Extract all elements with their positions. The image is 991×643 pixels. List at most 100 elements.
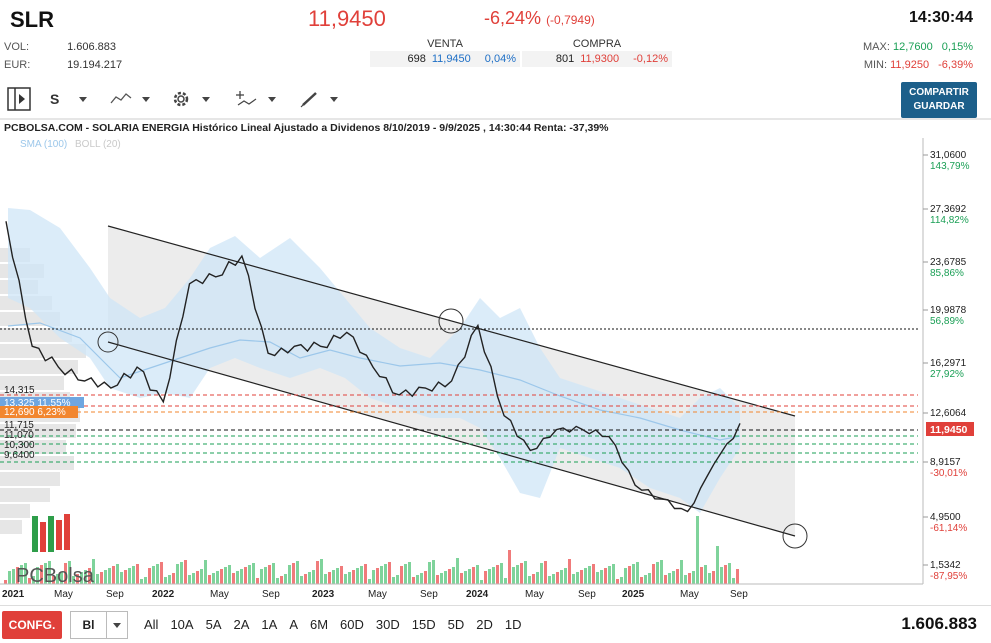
volume-bar: [492, 567, 495, 584]
volume-bar: [436, 575, 439, 584]
volume-bar: [352, 570, 355, 584]
range-button-15d[interactable]: 15D: [411, 617, 436, 632]
volume-bar: [628, 566, 631, 584]
x-tick-label: 2022: [152, 589, 175, 600]
volume-bar: [592, 564, 595, 584]
sell-pct: 0,04%: [484, 53, 516, 65]
range-button-6m[interactable]: 6M: [309, 617, 329, 632]
volume-bar: [340, 566, 343, 584]
volume-bar: [308, 572, 311, 584]
channel-upper-line[interactable]: [107, 225, 796, 417]
range-button-30d[interactable]: 30D: [375, 617, 400, 632]
volume-bar: [116, 564, 119, 584]
eur-value: 19.194.217: [67, 59, 123, 71]
boll-legend[interactable]: BOLL (20): [75, 139, 121, 150]
volume-bar: [480, 580, 483, 584]
share-save-button[interactable]: COMPARTIR GUARDAR: [901, 82, 977, 118]
logo-text: PCBolsa: [16, 565, 95, 587]
volume-value: 1.606.883: [67, 41, 116, 53]
volume-bar: [140, 579, 143, 584]
volume-bar: [60, 572, 63, 584]
volume-bar: [348, 572, 351, 584]
range-button-all[interactable]: All: [144, 617, 159, 632]
channel-anchor-handle[interactable]: [782, 523, 808, 549]
config-button[interactable]: CONFG.: [2, 611, 62, 639]
volume-bar: [724, 565, 727, 584]
volume-bar: [52, 576, 55, 584]
level-label-bg: [0, 397, 84, 408]
save-label: GUARDAR: [913, 101, 965, 112]
scale-dropdown[interactable]: S: [50, 86, 88, 112]
volume-bar: [100, 572, 103, 584]
channel-anchor-handle[interactable]: [438, 308, 464, 334]
level-label: 10,300: [4, 440, 35, 451]
volume-bar: [452, 567, 455, 584]
volume-bar: [264, 567, 267, 584]
volume-bar: [332, 570, 335, 584]
range-button-1a[interactable]: 1A: [261, 617, 278, 632]
min-value: 11,9250: [890, 59, 930, 71]
volume-bar: [216, 571, 219, 584]
y-tick-pct: 114,82%: [930, 215, 969, 226]
volume-bar: [368, 579, 371, 584]
sell-qty: 698: [407, 53, 426, 65]
range-button-5a[interactable]: 5A: [205, 617, 222, 632]
mode-select[interactable]: Bl: [70, 611, 128, 639]
volume-bar: [40, 565, 43, 584]
volume-bar: [220, 569, 223, 584]
drawing-tools-dropdown[interactable]: [300, 86, 338, 112]
x-tick-label: 2021: [2, 589, 25, 600]
y-tick-pct: 27,92%: [930, 369, 964, 380]
x-tick-label: Sep: [262, 589, 280, 600]
volume-bar: [520, 563, 523, 584]
range-button-a[interactable]: A: [289, 617, 298, 632]
volume-bar: [240, 569, 243, 584]
y-tick-label: 1,5342: [930, 560, 961, 571]
volume-bar: [720, 567, 723, 584]
volume-bar: [608, 566, 611, 584]
volume-bar: [536, 572, 539, 584]
volume-bar: [48, 561, 51, 584]
x-tick-label: Sep: [106, 589, 124, 600]
x-tick-label: Sep: [578, 589, 596, 600]
range-button-5d[interactable]: 5D: [447, 617, 465, 632]
sma-legend[interactable]: SMA (100): [20, 139, 67, 150]
volume-bar: [636, 562, 639, 584]
sell-price: 11,9450: [431, 53, 471, 65]
volume-bar: [300, 576, 303, 584]
channel-anchor-handle[interactable]: [97, 331, 119, 353]
volume-bar: [36, 567, 39, 584]
range-button-2a[interactable]: 2A: [233, 617, 250, 632]
volume-bar: [560, 570, 563, 584]
volume-bar: [200, 569, 203, 584]
volume-bar: [272, 563, 275, 584]
volume-bar: [172, 573, 175, 584]
range-button-2d[interactable]: 2D: [476, 617, 493, 632]
sell-box: VENTA 698 11,9450 0,04%: [370, 38, 520, 68]
change-percent: -6,24%: [484, 8, 542, 28]
volume-bar: [532, 574, 535, 584]
volume-bar: [148, 568, 151, 584]
range-button-60d[interactable]: 60D: [340, 617, 364, 632]
chevron-down-icon: [142, 96, 150, 102]
volume-bar: [440, 573, 443, 584]
volume-bar: [564, 568, 567, 584]
indicators-dropdown[interactable]: [236, 86, 276, 112]
volume-bar: [128, 568, 131, 584]
price-chart[interactable]: PCBOLSA.COM - SOLARIA ENERGIA Histórico …: [0, 118, 991, 604]
channel-lower-line[interactable]: [107, 341, 796, 537]
range-button-10a[interactable]: 10A: [170, 617, 194, 632]
panel-toggle-button[interactable]: [6, 86, 32, 112]
volume-bar: [604, 568, 607, 584]
settings-dropdown[interactable]: [170, 86, 210, 112]
volume-bar: [468, 569, 471, 584]
volume-bar: [508, 550, 511, 584]
volume-bar: [656, 562, 659, 584]
volume-bar: [484, 571, 487, 584]
range-button-1d[interactable]: 1D: [504, 617, 522, 632]
volume-bar: [716, 546, 719, 584]
chart-type-dropdown[interactable]: [110, 86, 150, 112]
sell-title: VENTA: [427, 38, 463, 50]
max-value: 12,7600: [892, 41, 933, 53]
volume-bar: [152, 566, 155, 584]
